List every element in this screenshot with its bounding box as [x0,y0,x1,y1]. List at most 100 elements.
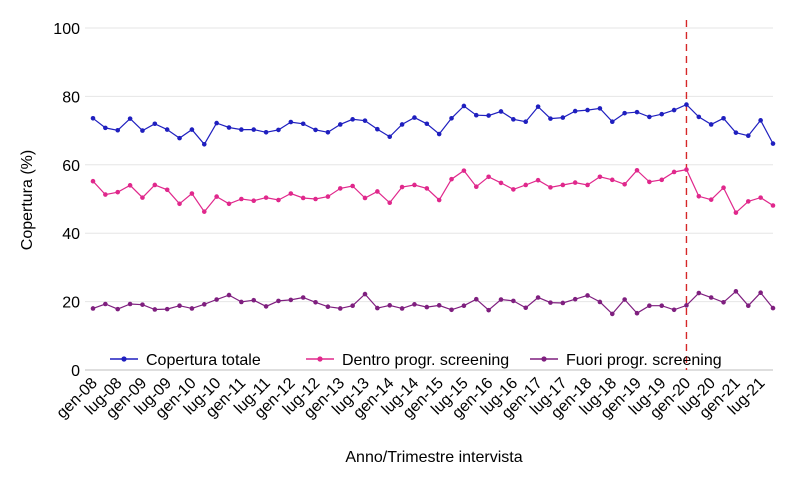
data-point [671,169,677,175]
data-point [634,167,640,173]
data-point [597,174,603,180]
data-point [424,121,430,127]
data-point [597,299,603,305]
data-point [721,115,726,121]
series-line [92,290,774,315]
legend-item-0: Copertura totale [110,352,261,369]
data-point [647,114,652,120]
data-point [164,187,170,193]
data-point [201,302,207,307]
data-point [535,295,541,300]
data-point [189,306,195,311]
data-point [424,186,430,191]
data-point [127,116,133,121]
data-point [226,201,232,207]
data-point [461,103,467,109]
data-point [535,104,541,109]
data-point [560,182,566,188]
grid-lines [85,27,773,371]
data-point [572,108,578,114]
data-point [325,130,331,135]
data-point [498,109,504,114]
data-point [140,195,145,200]
data-point [511,298,516,304]
data-point [436,197,442,203]
data-point [523,305,529,311]
data-point [375,126,380,132]
series-1 [90,167,776,215]
data-point [140,302,145,307]
legend-label: Copertura totale [146,352,261,369]
data-point [424,304,430,310]
data-point [560,300,566,306]
data-point [350,183,355,189]
data-point [103,192,108,197]
data-point [90,178,96,184]
data-point [201,209,207,214]
data-point [721,185,726,191]
data-point [733,289,739,294]
data-point [152,307,158,312]
data-point [115,306,121,312]
data-point [300,121,306,127]
data-point [239,299,244,305]
data-point [313,299,318,305]
y-tick-label: 100 [53,21,80,38]
data-point [597,106,603,111]
data-point [609,119,615,125]
data-point [622,297,627,302]
data-point [263,304,269,309]
data-point [572,180,578,185]
series-group [90,102,776,317]
data-point [511,187,516,192]
data-point [708,122,714,127]
data-point [449,176,454,182]
data-point [399,306,405,311]
data-point [745,303,751,309]
data-point [288,191,294,196]
data-point [745,199,751,204]
x-axis-ticks: gen-08lug-08gen-09lug-09gen-10lug-10gen-… [54,375,769,422]
data-point [239,127,244,132]
data-point [733,130,739,135]
data-point [449,307,454,313]
data-point [622,181,627,187]
data-point [535,177,541,183]
data-point [362,118,368,123]
data-point [276,298,281,304]
data-point [634,310,640,316]
data-point [473,112,479,118]
y-tick-label: 20 [62,295,80,312]
data-point [548,185,553,190]
data-point [276,197,281,203]
data-point [412,182,417,188]
data-point [325,194,331,199]
data-point [387,200,393,206]
data-point [758,195,763,200]
data-point [350,303,355,309]
data-point [226,292,232,298]
data-point [745,133,751,139]
data-point [214,120,219,126]
data-point [350,117,355,122]
data-point [609,311,615,317]
data-point [770,141,776,146]
data-point [362,195,368,201]
data-point [313,127,318,133]
data-point [647,179,652,185]
data-point [486,113,491,118]
legend-item-1: Dentro progr. screening [306,352,509,369]
data-point [696,114,702,120]
data-point [189,191,195,196]
data-point [585,293,590,298]
data-point [523,119,529,125]
data-point [461,168,467,173]
series-2 [90,289,776,317]
data-point [103,125,108,131]
data-point [511,117,516,122]
data-point [288,297,294,303]
data-point [436,131,442,137]
data-point [671,107,677,113]
data-point [572,296,578,302]
